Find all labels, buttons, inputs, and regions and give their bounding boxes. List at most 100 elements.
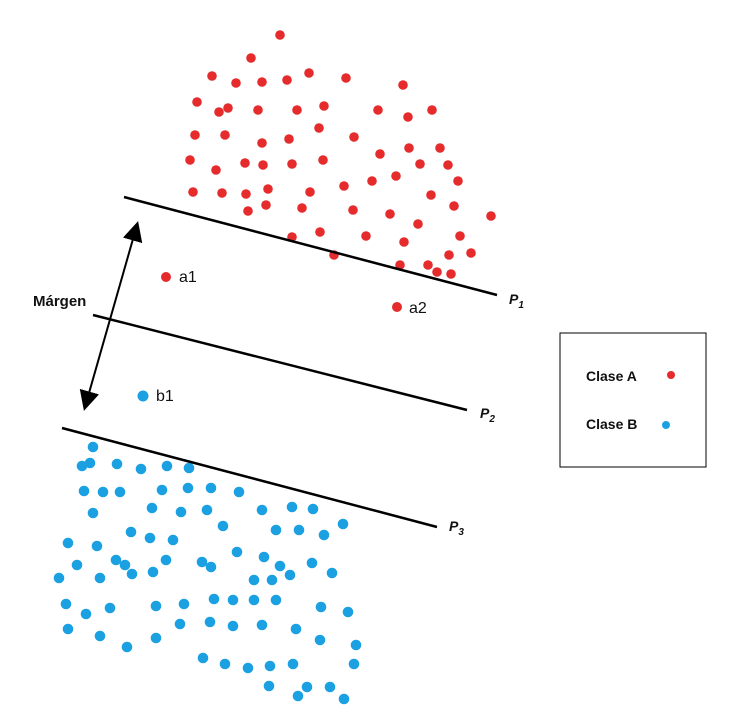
class-b-point xyxy=(53,572,65,584)
plane-p2-line xyxy=(92,313,468,412)
class-b-point xyxy=(94,630,106,642)
plane-p1-line xyxy=(123,195,498,297)
class-a-point xyxy=(257,77,267,87)
class-b-point xyxy=(146,502,158,514)
class-b-point xyxy=(266,574,278,586)
class-b-point xyxy=(314,634,326,646)
class-a-point xyxy=(220,130,230,140)
class-a-point xyxy=(466,248,476,258)
point-a1 xyxy=(161,272,171,282)
class-a-point xyxy=(246,53,256,63)
point-b1 xyxy=(137,390,149,402)
class-a-point xyxy=(453,176,463,186)
class-a-point xyxy=(413,219,423,229)
class-a-point xyxy=(426,190,436,200)
class-b-point xyxy=(256,504,268,516)
class-b-point xyxy=(227,594,239,606)
class-b-point xyxy=(160,554,172,566)
class-b-point xyxy=(233,486,245,498)
class-b-point xyxy=(270,594,282,606)
class-b-point xyxy=(87,507,99,519)
class-a-point xyxy=(263,184,273,194)
point-b1-label: b1 xyxy=(156,388,174,405)
class-a-point xyxy=(391,171,401,181)
class-b-point xyxy=(318,529,330,541)
class-b-point xyxy=(248,574,260,586)
class-b-point xyxy=(110,554,122,566)
class-b-point xyxy=(119,559,131,571)
class-b-point xyxy=(274,560,286,572)
class-b-point xyxy=(306,557,318,569)
class-a-point xyxy=(455,231,465,241)
legend-marker-clase-b xyxy=(662,421,670,429)
class-a-point xyxy=(292,105,302,115)
class-b-point xyxy=(196,556,208,568)
class-b-point xyxy=(301,681,313,693)
class-a-point xyxy=(375,149,385,159)
class-a-point xyxy=(188,187,198,197)
class-b-point xyxy=(258,551,270,563)
class-a-point xyxy=(192,97,202,107)
class-b-point xyxy=(114,486,126,498)
class-a-point xyxy=(315,227,325,237)
class-b-point xyxy=(348,658,360,670)
class-b-point xyxy=(178,598,190,610)
class-a-point xyxy=(190,130,200,140)
class-a-point xyxy=(297,203,307,213)
class-a-point xyxy=(217,188,227,198)
class-a-point xyxy=(282,75,292,85)
class-a-point xyxy=(367,176,377,186)
class-a-point xyxy=(241,189,251,199)
class-a-point xyxy=(348,205,358,215)
class-a-point xyxy=(305,187,315,197)
class-a-point xyxy=(432,267,442,277)
class-a-point xyxy=(446,269,456,279)
class-a-point xyxy=(395,260,405,270)
class-b-point xyxy=(326,567,338,579)
class-b-point xyxy=(78,485,90,497)
class-a-point xyxy=(403,112,413,122)
class-b-point xyxy=(286,501,298,513)
class-a-point xyxy=(275,30,285,40)
plane-p1-label: P1 xyxy=(509,291,524,311)
point-a1-label: a1 xyxy=(179,269,197,286)
class-b-point xyxy=(292,690,304,702)
class-a-point xyxy=(240,158,250,168)
class-b-point xyxy=(97,486,109,498)
class-b-point xyxy=(217,520,229,532)
class-b-point xyxy=(150,632,162,644)
class-b-point xyxy=(307,503,319,515)
class-a-point xyxy=(486,211,496,221)
class-b-point xyxy=(208,593,220,605)
class-a-points xyxy=(185,30,496,279)
class-a-point xyxy=(243,206,253,216)
class-b-point xyxy=(205,561,217,573)
class-b-point xyxy=(147,566,159,578)
class-b-point xyxy=(62,537,74,549)
class-a-point xyxy=(287,159,297,169)
legend-box xyxy=(559,332,707,468)
class-b-point xyxy=(263,680,275,692)
class-b-point xyxy=(227,620,239,632)
class-a-point xyxy=(398,80,408,90)
class-b-point xyxy=(84,457,96,469)
class-b-point xyxy=(161,460,173,472)
class-b-point xyxy=(287,658,299,670)
class-b-point xyxy=(338,693,350,705)
point-a2 xyxy=(392,302,402,312)
class-b-point xyxy=(94,572,106,584)
class-a-point xyxy=(427,105,437,115)
class-a-point xyxy=(443,160,453,170)
class-a-point xyxy=(314,123,324,133)
class-a-point xyxy=(415,159,425,169)
class-b-point xyxy=(342,606,354,618)
class-b-point xyxy=(104,602,116,614)
class-b-point xyxy=(62,623,74,635)
legend-marker-clase-a xyxy=(667,371,675,379)
class-b-point xyxy=(284,569,296,581)
class-a-point xyxy=(449,201,459,211)
class-a-point xyxy=(385,209,395,219)
class-a-point xyxy=(258,160,268,170)
class-a-point xyxy=(404,143,414,153)
